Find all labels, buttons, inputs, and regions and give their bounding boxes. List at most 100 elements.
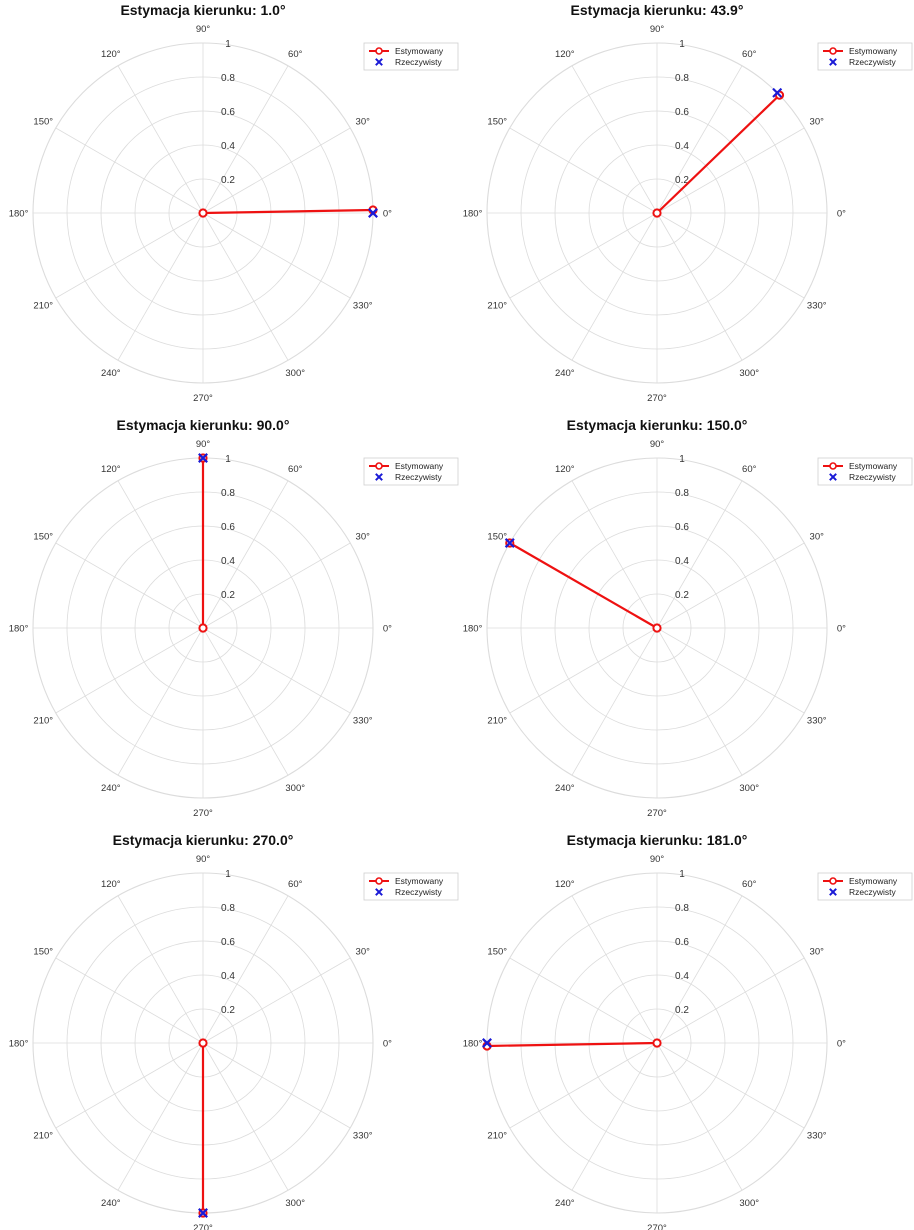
legend-estimated-label: Estymowany xyxy=(849,876,898,886)
estimated-point-marker xyxy=(198,623,208,633)
angle-tick-label: 90° xyxy=(196,439,211,450)
grid-spoke xyxy=(656,480,743,629)
legend-estimated-label: Estymowany xyxy=(849,46,898,56)
angle-tick-label: 150° xyxy=(33,531,53,542)
grid-spoke xyxy=(509,1042,658,1129)
radial-tick-label: 1 xyxy=(225,39,231,50)
radial-tick-label: 0.2 xyxy=(675,1005,689,1016)
angle-tick-label: 330° xyxy=(807,301,827,312)
grid-spoke xyxy=(656,957,805,1044)
grid-spoke xyxy=(202,1042,351,1129)
radial-tick-label: 0.4 xyxy=(675,971,689,982)
actual-direction-marker xyxy=(198,1208,208,1218)
angle-tick-label: 270° xyxy=(193,1223,213,1230)
angle-tick-label: 150° xyxy=(487,946,507,957)
polar-chart-3: Estymacja kierunku: 90.0° 0° 30° 60° 90° 120°… xyxy=(9,417,459,819)
grid-spoke xyxy=(202,212,351,299)
radial-tick-label: 1 xyxy=(679,454,685,465)
grid-spoke xyxy=(202,895,289,1044)
angle-tick-label: 0° xyxy=(837,624,846,635)
radial-tick-label: 0.8 xyxy=(221,488,235,499)
angle-tick-label: 60° xyxy=(288,464,303,475)
angle-tick-label: 210° xyxy=(487,1131,507,1142)
radial-tick-label: 0.6 xyxy=(221,107,235,118)
angle-tick-label: 210° xyxy=(33,1131,53,1142)
angle-tick-label: 30° xyxy=(356,531,371,542)
grid-spoke xyxy=(202,1042,289,1191)
angle-tick-label: 240° xyxy=(555,783,575,794)
radial-tick-label: 1 xyxy=(225,454,231,465)
estimated-point-marker xyxy=(198,208,208,218)
grid-spoke xyxy=(571,480,658,629)
grid-spoke xyxy=(202,212,289,361)
legend-actual-marker xyxy=(375,58,383,66)
grid-spoke xyxy=(202,627,289,776)
actual-marker-stroke xyxy=(198,1208,208,1218)
angle-tick-label: 180° xyxy=(463,624,483,635)
angle-tick-label: 120° xyxy=(555,49,575,60)
radial-tick-label: 0.6 xyxy=(675,107,689,118)
angle-tick-label: 0° xyxy=(383,624,392,635)
angle-tick-label: 270° xyxy=(193,393,213,404)
angle-tick-label: 30° xyxy=(356,116,371,127)
grid-spoke xyxy=(656,212,805,299)
estimated-point-marker xyxy=(652,623,662,633)
grid-spoke xyxy=(55,542,204,629)
actual-marker-stroke xyxy=(198,453,208,463)
angle-tick-label: 330° xyxy=(353,716,373,727)
angle-tick-label: 180° xyxy=(9,1039,29,1050)
radial-tick-label: 0.2 xyxy=(675,590,689,601)
grid-spoke xyxy=(509,957,658,1044)
radial-tick-label: 0.8 xyxy=(675,903,689,914)
grid-spoke xyxy=(509,627,658,714)
angle-tick-label: 60° xyxy=(288,879,303,890)
actual-direction-marker xyxy=(482,1038,492,1048)
angle-tick-label: 300° xyxy=(285,368,305,379)
grid-spoke xyxy=(117,65,204,214)
legend-actual-label: Rzeczywisty xyxy=(849,472,897,482)
grid-spoke xyxy=(55,957,204,1044)
angle-tick-label: 120° xyxy=(555,879,575,890)
angle-tick-label: 330° xyxy=(353,301,373,312)
polar-chart-1: Estymacja kierunku: 1.0° 0° 30° 60° 90° 120° 1… xyxy=(9,2,459,404)
legend-estimated-label: Estymowany xyxy=(849,461,898,471)
legend-actual-marker xyxy=(829,473,837,481)
radial-tick-label: 1 xyxy=(679,869,685,880)
grid-spoke xyxy=(656,127,805,214)
polar-chart-6: Estymacja kierunku: 181.0° 0° 30° 60° 90° 120… xyxy=(463,832,913,1230)
grid-spoke xyxy=(202,627,351,714)
angle-tick-label: 60° xyxy=(742,879,757,890)
actual-direction-marker xyxy=(198,453,208,463)
angle-tick-label: 30° xyxy=(810,531,825,542)
grid-spoke xyxy=(656,65,743,214)
angle-tick-label: 300° xyxy=(285,783,305,794)
radial-tick-label: 0.4 xyxy=(221,556,235,567)
chart-title: Estymacja kierunku: 1.0° xyxy=(120,2,285,18)
legend-actual-label: Rzeczywisty xyxy=(395,472,443,482)
radial-tick-label: 0.6 xyxy=(675,937,689,948)
angle-tick-label: 210° xyxy=(487,716,507,727)
angle-tick-label: 270° xyxy=(647,1223,667,1230)
angle-tick-label: 180° xyxy=(9,624,29,635)
legend-estimated-marker xyxy=(829,877,837,885)
angle-tick-label: 120° xyxy=(101,464,121,475)
radial-tick-label: 0.4 xyxy=(221,971,235,982)
radial-tick-label: 0.8 xyxy=(221,903,235,914)
grid-spoke xyxy=(202,65,289,214)
angle-tick-label: 90° xyxy=(650,439,665,450)
grid-spoke xyxy=(571,895,658,1044)
angle-tick-label: 120° xyxy=(101,49,121,60)
grid-spoke xyxy=(55,127,204,214)
chart-title: Estymacja kierunku: 270.0° xyxy=(113,832,294,848)
radial-tick-label: 1 xyxy=(225,869,231,880)
angle-tick-label: 60° xyxy=(742,464,757,475)
grid-spoke xyxy=(117,1042,204,1191)
grid-spoke xyxy=(117,212,204,361)
grid-spoke xyxy=(656,895,743,1044)
radial-tick-label: 0.2 xyxy=(221,590,235,601)
legend-estimated-marker xyxy=(829,47,837,55)
angle-tick-label: 0° xyxy=(837,209,846,220)
